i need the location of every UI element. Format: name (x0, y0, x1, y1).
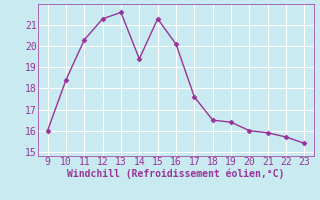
X-axis label: Windchill (Refroidissement éolien,°C): Windchill (Refroidissement éolien,°C) (67, 169, 285, 179)
